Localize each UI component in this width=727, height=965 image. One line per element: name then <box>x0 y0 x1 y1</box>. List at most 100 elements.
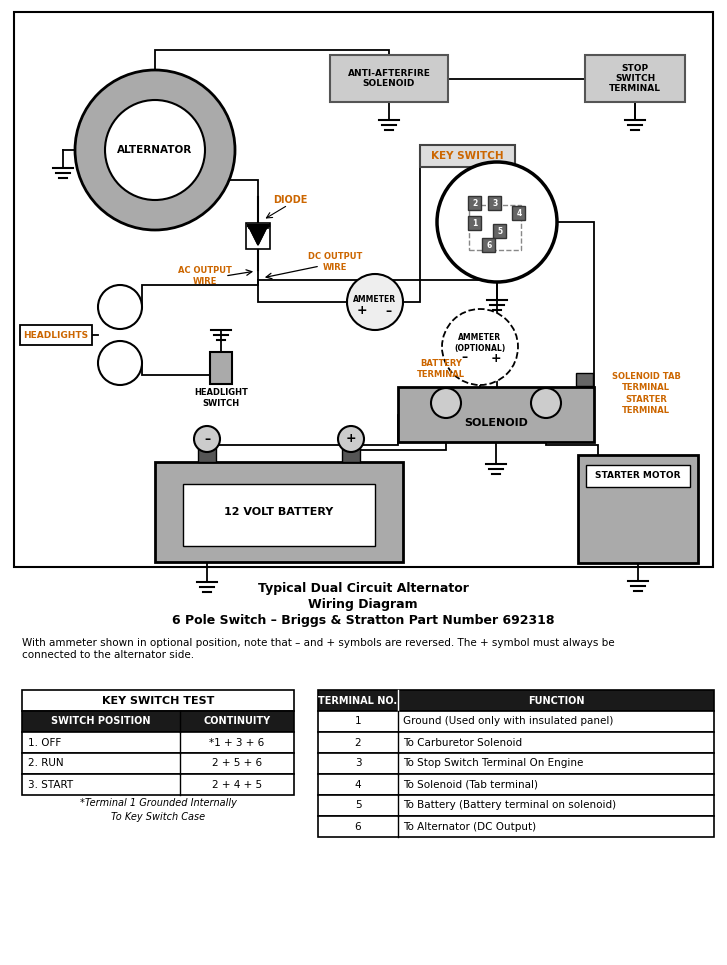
Circle shape <box>531 388 561 418</box>
Bar <box>398 387 594 442</box>
Bar <box>318 816 714 837</box>
Text: TERMINAL NO.: TERMINAL NO. <box>318 696 398 705</box>
Bar <box>318 711 714 732</box>
Polygon shape <box>248 225 268 245</box>
Bar <box>585 55 685 102</box>
Bar <box>318 690 714 711</box>
Bar <box>330 55 448 102</box>
Text: 1: 1 <box>473 218 478 228</box>
Bar <box>576 373 593 386</box>
Circle shape <box>338 426 364 452</box>
Circle shape <box>347 274 403 330</box>
Text: 2 + 5 + 6: 2 + 5 + 6 <box>212 758 262 768</box>
Bar <box>468 196 481 210</box>
Bar <box>183 484 375 546</box>
Circle shape <box>194 426 220 452</box>
Text: AMMETER
(OPTIONAL): AMMETER (OPTIONAL) <box>454 333 505 352</box>
Circle shape <box>437 162 557 282</box>
Text: 1. OFF: 1. OFF <box>28 737 61 748</box>
Text: SOLENOID: SOLENOID <box>464 418 528 427</box>
Text: 5: 5 <box>355 801 361 811</box>
Text: To Key Switch Case: To Key Switch Case <box>111 812 205 822</box>
Text: KEY SWITCH TEST: KEY SWITCH TEST <box>102 696 214 705</box>
Text: 2 + 4 + 5: 2 + 4 + 5 <box>212 780 262 789</box>
Bar <box>14 12 713 567</box>
Bar <box>210 352 232 384</box>
Text: STARTER
TERMINAL: STARTER TERMINAL <box>622 396 670 415</box>
Bar <box>22 774 294 795</box>
Bar <box>493 224 506 238</box>
Text: 12 VOLT BATTERY: 12 VOLT BATTERY <box>225 507 334 517</box>
Text: CONTINUITY: CONTINUITY <box>204 716 270 727</box>
Text: +: + <box>345 432 356 446</box>
Text: 2: 2 <box>355 737 361 748</box>
Text: HEADLIGHTS: HEADLIGHTS <box>23 330 89 340</box>
Bar <box>342 448 360 462</box>
Text: To Carburetor Solenoid: To Carburetor Solenoid <box>403 737 522 748</box>
Text: Ground (Used only with insulated panel): Ground (Used only with insulated panel) <box>403 716 614 727</box>
Text: AMMETER: AMMETER <box>353 294 396 304</box>
Bar <box>578 455 698 563</box>
Text: *Terminal 1 Grounded Internally: *Terminal 1 Grounded Internally <box>79 798 236 808</box>
Text: SWITCH POSITION: SWITCH POSITION <box>51 716 150 727</box>
Circle shape <box>75 70 235 230</box>
Text: Wiring Diagram: Wiring Diagram <box>308 598 418 611</box>
Text: To Solenoid (Tab terminal): To Solenoid (Tab terminal) <box>403 780 538 789</box>
Bar <box>22 711 294 732</box>
Circle shape <box>431 388 461 418</box>
Text: 3: 3 <box>355 758 361 768</box>
Text: –: – <box>385 305 391 317</box>
Bar <box>22 732 294 753</box>
Text: DIODE: DIODE <box>273 195 308 205</box>
Bar <box>318 753 714 774</box>
Bar <box>512 206 525 220</box>
Text: AC OUTPUT
WIRE: AC OUTPUT WIRE <box>178 266 232 286</box>
Circle shape <box>442 309 518 385</box>
Text: STARTER MOTOR: STARTER MOTOR <box>595 472 680 481</box>
Circle shape <box>98 341 142 385</box>
Text: STOP
SWITCH
TERMINAL: STOP SWITCH TERMINAL <box>609 64 661 94</box>
Bar <box>420 145 515 167</box>
Bar <box>488 196 501 210</box>
Text: –: – <box>461 351 467 365</box>
Bar <box>246 223 270 249</box>
Text: With ammeter shown in optional position, note that – and + symbols are reversed.: With ammeter shown in optional position,… <box>22 638 614 660</box>
Text: DC OUTPUT
WIRE: DC OUTPUT WIRE <box>308 252 362 272</box>
Text: 4: 4 <box>516 208 522 217</box>
Bar <box>468 216 481 230</box>
Text: BATTERY
TERMINAL: BATTERY TERMINAL <box>417 359 465 378</box>
Bar <box>318 795 714 816</box>
Text: –: – <box>204 432 210 446</box>
Bar <box>22 753 294 774</box>
Text: ANTI-AFTERFIRE
SOLENOID: ANTI-AFTERFIRE SOLENOID <box>348 69 430 88</box>
Text: +: + <box>491 351 502 365</box>
Bar <box>586 465 690 487</box>
Bar <box>318 774 714 795</box>
Text: 3: 3 <box>492 199 497 207</box>
Text: HEADLIGHT
SWITCH: HEADLIGHT SWITCH <box>194 388 248 407</box>
Text: SOLENOID TAB
TERMINAL: SOLENOID TAB TERMINAL <box>611 372 680 392</box>
Text: 2. RUN: 2. RUN <box>28 758 64 768</box>
Bar <box>155 462 403 562</box>
Text: To Alternator (DC Output): To Alternator (DC Output) <box>403 821 536 832</box>
Bar <box>469 205 521 250</box>
Text: *1 + 3 + 6: *1 + 3 + 6 <box>209 737 265 748</box>
Text: KEY SWITCH: KEY SWITCH <box>431 151 504 161</box>
Circle shape <box>105 100 205 200</box>
Text: 2: 2 <box>473 199 478 207</box>
Text: To Battery (Battery terminal on solenoid): To Battery (Battery terminal on solenoid… <box>403 801 616 811</box>
Text: 6: 6 <box>486 240 491 250</box>
Bar <box>22 690 294 711</box>
Bar <box>198 448 216 462</box>
Text: 6: 6 <box>355 821 361 832</box>
Text: 3. START: 3. START <box>28 780 73 789</box>
Text: FUNCTION: FUNCTION <box>528 696 585 705</box>
Text: 1: 1 <box>355 716 361 727</box>
Bar <box>20 325 92 345</box>
Text: ALTERNATOR: ALTERNATOR <box>117 145 193 155</box>
Text: To Stop Switch Terminal On Engine: To Stop Switch Terminal On Engine <box>403 758 583 768</box>
Polygon shape <box>248 225 268 245</box>
Text: 6 Pole Switch – Briggs & Stratton Part Number 692318: 6 Pole Switch – Briggs & Stratton Part N… <box>172 614 554 627</box>
Bar <box>482 238 495 252</box>
Text: 4: 4 <box>355 780 361 789</box>
